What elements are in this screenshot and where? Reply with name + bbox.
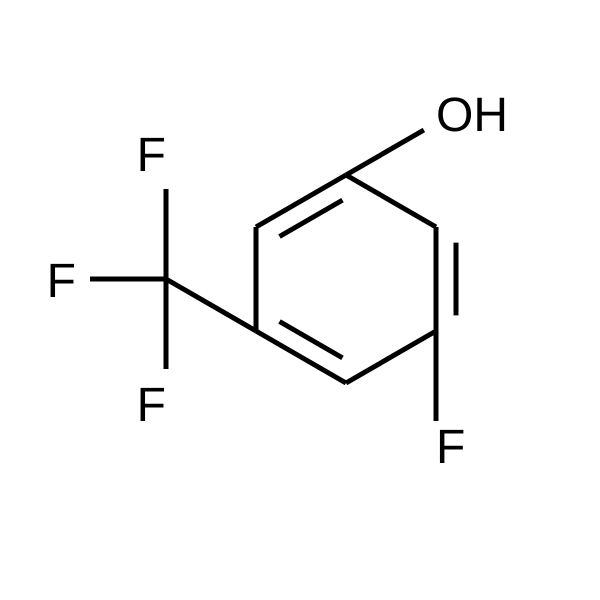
bond xyxy=(346,331,436,383)
atom-label-f1: F xyxy=(436,421,465,474)
bond xyxy=(346,130,424,175)
atom-label-f3: F xyxy=(47,255,76,308)
bond xyxy=(346,175,436,227)
atom-label-f4: F xyxy=(137,379,166,432)
bond xyxy=(256,175,346,227)
atom-label-f2: F xyxy=(137,129,166,182)
molecule-diagram: OH F F F F xyxy=(0,0,600,600)
bond xyxy=(166,279,256,331)
atom-label-o1: OH xyxy=(436,89,508,142)
bond xyxy=(256,331,346,383)
